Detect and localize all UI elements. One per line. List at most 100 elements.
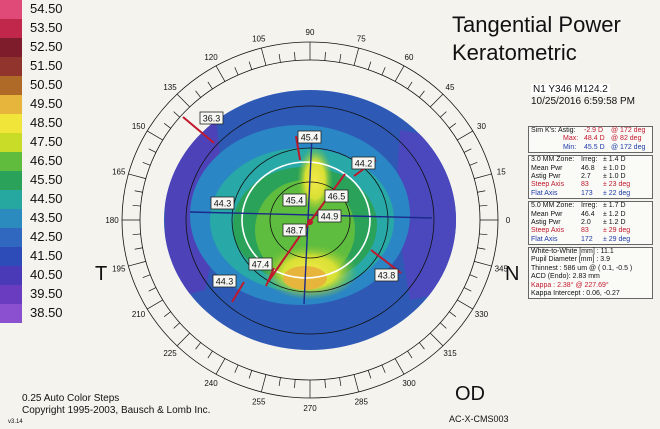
degree-tick	[463, 287, 472, 292]
degree-label: 30	[477, 122, 486, 131]
patient-id: N1 Y346 M124.2	[531, 84, 610, 95]
sim-k-box: Sim K's: Astig: -2.9 D @ 172 deg Max: 48…	[528, 126, 653, 154]
degree-tick	[207, 350, 213, 359]
degree-tick	[353, 374, 359, 393]
degree-label: 60	[405, 53, 414, 62]
copyright: Copyright 1995-2003, Bausch & Lomb Inc.	[22, 405, 211, 416]
degree-tick	[163, 123, 171, 129]
scale-row: 54.50	[0, 0, 90, 19]
scale-swatch	[0, 266, 22, 285]
semi-meridian-markers	[182, 116, 402, 303]
map-value-box: 43.8	[374, 268, 399, 282]
degree-tick	[234, 364, 239, 373]
scale-value: 38.50	[30, 305, 63, 320]
degree-tick	[176, 332, 191, 347]
degree-tick	[394, 65, 405, 82]
degree-tick	[407, 81, 413, 90]
degree-label: 255	[252, 398, 266, 407]
scale-value: 52.50	[30, 39, 63, 54]
degree-tick	[479, 204, 488, 207]
degree-tick	[128, 261, 146, 267]
degree-tick	[278, 53, 281, 63]
degree-tick	[407, 350, 413, 359]
map-value-box: 46.5	[324, 189, 349, 203]
degree-tick	[479, 233, 488, 236]
scale-row: 46.50	[0, 152, 90, 171]
degree-tick	[163, 311, 171, 317]
scale-swatch	[0, 304, 22, 323]
scale-value: 42.50	[30, 229, 63, 244]
zone3-row-2: Mean Pwr 46.8 ± 1.0 D	[531, 164, 626, 172]
scale-value: 44.50	[30, 191, 63, 206]
zone-5mm-box: 5.0 MM Zone: Irreg: ± 1.7 D Mean Pwr 46.4 ± …	[528, 201, 653, 246]
scale-value: 54.50	[30, 1, 63, 16]
scale-swatch	[0, 171, 22, 190]
scale-swatch	[0, 19, 22, 38]
pupil-outline	[241, 161, 371, 279]
map-value-boxes: 36.3 45.4 44.2 44.3 45.4 46.5 44.9 48.7 47.4 44.3…	[199, 111, 399, 288]
scale-value: 41.50	[30, 248, 63, 263]
scale-swatch	[0, 57, 22, 76]
map-value-box: 45.4	[282, 193, 307, 207]
svg-text:44.2: 44.2	[355, 159, 373, 169]
scale-row: 53.50	[0, 19, 90, 38]
version: v3.14	[8, 419, 23, 425]
svg-text:43.8: 43.8	[378, 271, 396, 281]
degree-tick	[367, 61, 372, 70]
degree-label: 270	[303, 404, 317, 413]
nasal-label: N	[505, 263, 520, 285]
stats-panel: Sim K's: Astig: -2.9 D @ 172 deg Max: 48…	[528, 126, 653, 301]
degree-label: 240	[204, 379, 218, 388]
degree-label: 345	[495, 265, 509, 274]
sim-k-max-row: Max: 48.4 D @ 82 deg	[563, 135, 642, 143]
degree-label: 210	[132, 310, 146, 319]
scale-row: 49.50	[0, 95, 90, 114]
degree-tick	[294, 379, 296, 388]
degree-tick	[339, 377, 342, 387]
corneal-apex-marker	[307, 219, 313, 225]
zone3-row-1: 3.0 MM Zone: Irreg: ± 1.4 D	[531, 156, 626, 164]
degree-tick	[148, 287, 157, 292]
degree-tick	[439, 111, 447, 118]
degree-label: 15	[497, 167, 506, 176]
degree-tick	[474, 173, 492, 179]
degree-tick	[463, 148, 472, 153]
degree-label: 75	[357, 34, 366, 43]
degree-tick	[324, 52, 326, 61]
degree-tick	[195, 90, 202, 98]
scale-swatch	[0, 114, 22, 133]
svg-text:44.3: 44.3	[214, 199, 232, 209]
degree-tick	[134, 247, 143, 250]
degree-labels: 0 15 30 45 60 75 90 105 120 135 150 165 180 195 210 225…	[105, 28, 510, 413]
scale-swatch	[0, 0, 22, 19]
degree-tick	[469, 162, 478, 166]
degree-tick	[429, 93, 444, 108]
degree-tick	[215, 358, 226, 375]
degree-tick	[147, 299, 163, 310]
zone-3mm-box: 3.0 MM Zone: Irreg: ± 1.4 D Mean Pwr 46.8 ± …	[528, 155, 653, 200]
degree-tick	[474, 261, 492, 267]
degree-tick	[469, 274, 478, 278]
map-value-box: 44.3	[210, 196, 235, 210]
degree-tick	[457, 130, 473, 141]
color-steps-note: 0.25 Auto Color Steps	[22, 393, 120, 404]
zone5-row-2: Mean Pwr 46.4 ± 1.2 D	[531, 210, 626, 218]
scale-value: 50.50	[30, 77, 63, 92]
map-value-box: 44.9	[317, 209, 342, 223]
scale-value: 46.50	[30, 153, 63, 168]
svg-text:44.3: 44.3	[216, 277, 234, 287]
scale-row: 43.50	[0, 209, 90, 228]
map-value-box: 44.3	[212, 274, 237, 288]
scale-value: 39.50	[30, 286, 63, 301]
degree-tick	[173, 111, 181, 118]
degree-tick	[215, 65, 226, 82]
zone5-row-1: 5.0 MM Zone: Irreg: ± 1.7 D	[531, 202, 626, 210]
white-to-white: White-to-White [mm] : 11.1	[531, 248, 614, 256]
degree-label: 315	[443, 349, 457, 358]
scale-row: 41.50	[0, 247, 90, 266]
scale-swatch	[0, 95, 22, 114]
map-value-box: 48.7	[282, 223, 307, 237]
degree-label: 105	[252, 34, 266, 43]
svg-text:47.4: 47.4	[252, 260, 270, 270]
